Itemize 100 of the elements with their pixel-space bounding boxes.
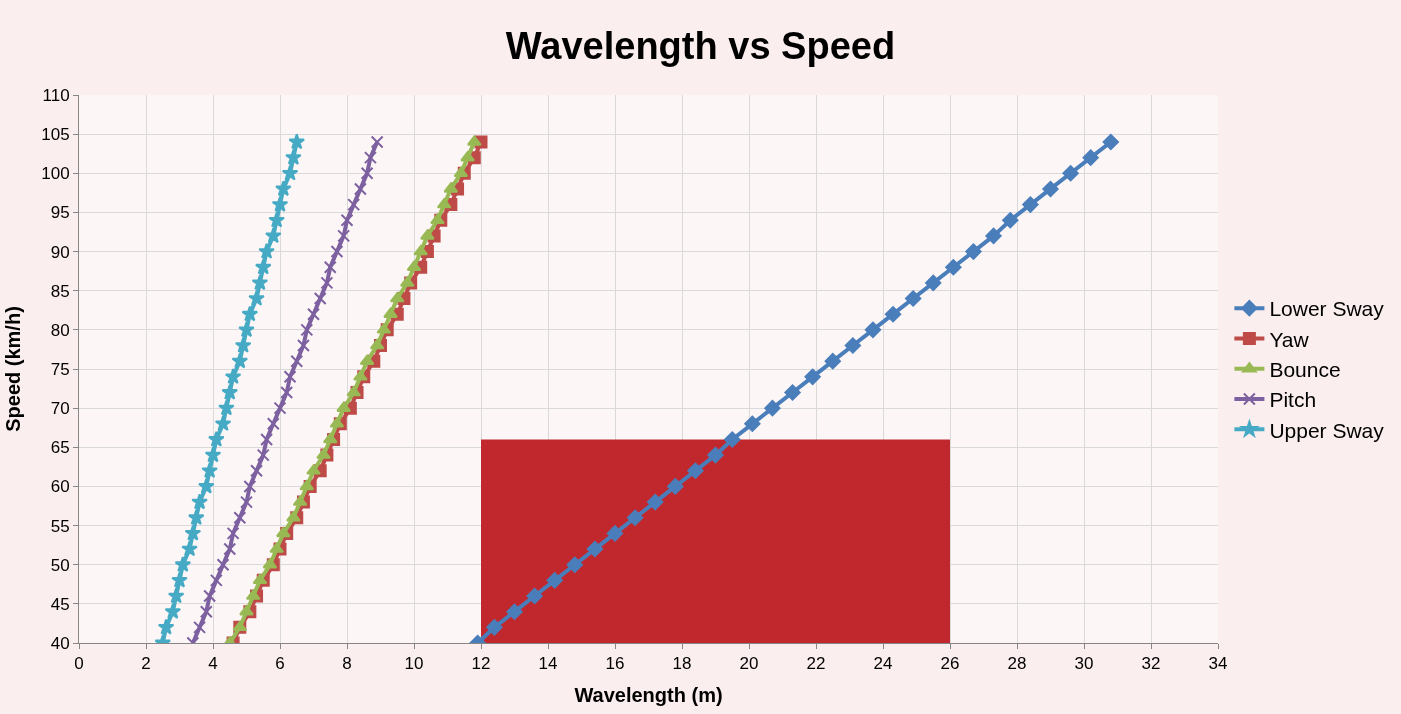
y-tick-label: 70 (50, 399, 70, 419)
point (647, 493, 664, 511)
point (218, 399, 235, 416)
point (586, 540, 604, 558)
point (283, 370, 297, 384)
point (241, 305, 259, 322)
point (157, 618, 175, 635)
point (1002, 212, 1019, 229)
x-tick-label: 24 (873, 654, 893, 674)
point (193, 620, 207, 634)
x-tick-label: 26 (940, 654, 960, 674)
point (164, 602, 182, 619)
point (296, 339, 310, 353)
point (1022, 196, 1039, 213)
point (264, 227, 282, 244)
point (199, 605, 213, 619)
x-tick-label: 30 (1074, 654, 1094, 674)
point (276, 526, 291, 538)
point (985, 227, 1002, 245)
point (784, 384, 801, 401)
point (239, 605, 254, 616)
y-tick-label: 75 (50, 359, 70, 379)
point (280, 385, 294, 399)
point (363, 151, 377, 165)
point (300, 323, 314, 337)
point (307, 307, 320, 321)
point (340, 213, 354, 227)
x-tick-label: 18 (672, 654, 692, 674)
point (240, 495, 253, 509)
legend-label: Yaw (1269, 327, 1310, 351)
point (226, 526, 240, 540)
point (353, 370, 368, 381)
point (460, 151, 475, 162)
point (266, 417, 280, 431)
point (201, 462, 218, 478)
point (171, 571, 188, 588)
x-tick-label: 22 (806, 654, 826, 674)
point (724, 431, 741, 448)
point (197, 477, 215, 494)
point (250, 464, 264, 478)
y-tick-label: 55 (50, 516, 70, 536)
point (864, 321, 882, 339)
y-tick-label: 80 (50, 320, 70, 340)
point (285, 148, 302, 165)
y-tick-label: 45 (50, 594, 70, 614)
y-tick-label: 85 (50, 281, 70, 301)
point (260, 432, 274, 446)
point (181, 540, 198, 557)
point (905, 290, 922, 307)
x-tick-label: 2 (141, 654, 151, 674)
point (184, 524, 202, 541)
x-tick-label: 12 (471, 654, 491, 674)
point (258, 242, 275, 259)
point (925, 274, 942, 292)
point (1102, 133, 1119, 151)
x-tick-label: 16 (605, 654, 625, 674)
point (288, 133, 306, 150)
x-tick-label: 28 (1007, 654, 1027, 674)
point (238, 321, 255, 338)
x-tick-label: 4 (208, 654, 218, 674)
point (707, 446, 724, 464)
point (234, 336, 252, 353)
point (224, 368, 242, 385)
point (322, 432, 338, 444)
point (566, 556, 583, 573)
point (273, 401, 287, 415)
x-tick-label: 14 (538, 654, 558, 674)
point (275, 180, 292, 197)
x-tick-label: 20 (739, 654, 759, 674)
x-tick-label: 6 (275, 654, 285, 674)
y-tick-label: 95 (50, 203, 70, 223)
x-tick-label: 34 (1208, 654, 1228, 674)
point (313, 292, 327, 306)
y-tick-label: 50 (50, 555, 70, 575)
point (223, 542, 237, 556)
point (254, 258, 272, 275)
point (337, 229, 351, 243)
point (209, 573, 223, 587)
point (208, 430, 225, 447)
point (252, 573, 268, 585)
point (453, 166, 469, 178)
x-tick-label: 0 (74, 654, 84, 674)
point (248, 289, 265, 306)
point (606, 525, 624, 542)
point (1062, 165, 1079, 182)
point (945, 259, 962, 276)
point (546, 572, 563, 589)
legend-label: Bounce (1269, 357, 1341, 381)
point (844, 337, 861, 354)
point (744, 415, 761, 432)
point (231, 352, 249, 369)
legend-label: Pitch (1269, 388, 1317, 412)
point (526, 587, 543, 605)
point (306, 464, 321, 475)
point (320, 276, 334, 290)
y-axis-title: Speed (km/h) (1, 306, 24, 432)
point (506, 603, 523, 620)
point (667, 478, 684, 495)
point (268, 211, 285, 228)
point (347, 198, 361, 212)
